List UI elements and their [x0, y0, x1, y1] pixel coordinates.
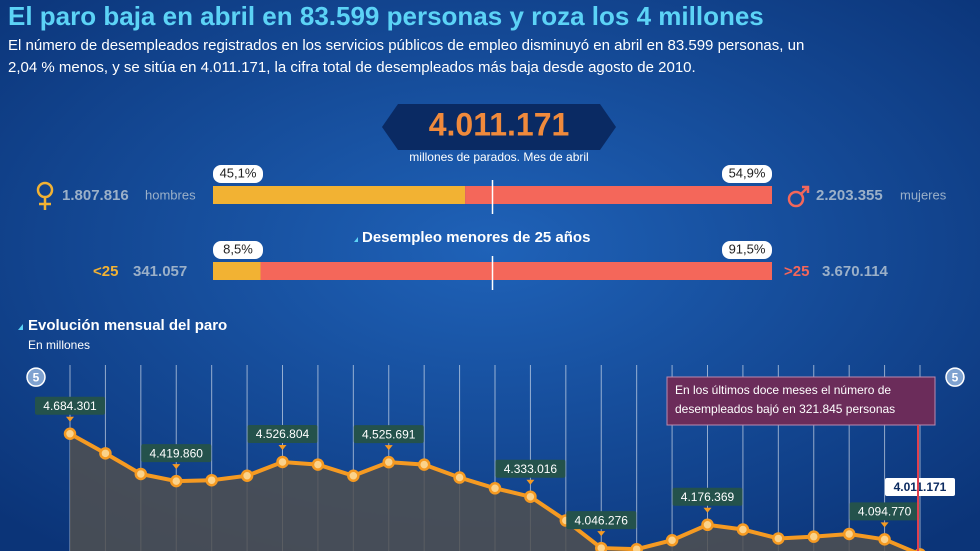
- value-label: 4.046.276: [575, 513, 629, 527]
- value-label-pointer: [384, 445, 393, 451]
- point: [276, 455, 289, 469]
- bar-right: [465, 186, 772, 204]
- chart-title: Evolución mensual del paro: [28, 317, 227, 334]
- annotation-text: En los últimos doce meses el número de: [675, 383, 891, 397]
- point: [134, 467, 148, 481]
- percent-box: [722, 165, 772, 183]
- value-label-pointer: [278, 444, 287, 450]
- value-label-pointer: [703, 507, 712, 513]
- value-label-pointer: [597, 531, 606, 537]
- count-label: hombres: [145, 187, 196, 202]
- value-label: 4.526.804: [256, 427, 310, 441]
- point: [842, 527, 856, 541]
- annotation-text: desempleados bajó en 321.845 personas: [675, 402, 895, 416]
- age-title: Desempleo menores de 25 años: [362, 229, 590, 246]
- title: El paro baja en abril en 83.599 personas…: [8, 1, 764, 31]
- y-axis-label: En millones: [28, 338, 90, 352]
- y-tick-mark: [26, 367, 46, 387]
- value-label: 4.684.301: [43, 399, 97, 413]
- value-label: 4.176.369: [681, 490, 735, 504]
- bar-right: [260, 262, 772, 280]
- age-group: <25: [93, 263, 118, 280]
- value-label-box: [495, 459, 566, 478]
- count: 341.057: [133, 263, 187, 280]
- annotation-box: [666, 376, 936, 426]
- point: [665, 533, 679, 547]
- value-label-box: [35, 396, 105, 415]
- percent-label: 8,5%: [223, 241, 253, 256]
- point: [63, 427, 77, 440]
- headline-number: 4.011.171: [429, 106, 570, 142]
- male-icon: [787, 185, 810, 208]
- value-label-box: [885, 478, 955, 496]
- value-label-pointer: [526, 479, 535, 485]
- point: [240, 469, 254, 482]
- headline-caption: millones de parados. Mes de abril: [409, 150, 588, 164]
- female-icon: [36, 181, 54, 210]
- y-tick-label: 5: [952, 370, 959, 384]
- value-label-pointer: [880, 522, 889, 528]
- value-label-box: [566, 511, 637, 530]
- age-marker: [354, 237, 358, 242]
- chart-marker: [18, 324, 23, 330]
- point: [772, 532, 785, 545]
- count-label: mujeres: [900, 187, 947, 202]
- percent-box: [213, 241, 263, 259]
- value-label: 4.333.016: [504, 462, 558, 476]
- value-label-box: [672, 487, 743, 506]
- bar-left: [213, 186, 466, 204]
- point: [488, 482, 502, 495]
- point: [99, 447, 112, 460]
- percent-box: [213, 165, 263, 183]
- percent-label: 45,1%: [220, 165, 257, 180]
- value-label-box: [849, 502, 920, 521]
- point: [347, 469, 360, 482]
- count: 2.203.355: [816, 187, 883, 204]
- value-label-box: [247, 424, 318, 443]
- age-group: >25: [784, 263, 809, 280]
- value-label-box: [353, 425, 424, 444]
- subtitle: El número de desempleados registrados en…: [8, 37, 804, 54]
- count: 1.807.816: [62, 187, 129, 204]
- point: [701, 518, 714, 532]
- point: [807, 530, 820, 543]
- headline-box: [382, 104, 616, 150]
- y-tick-mark: [945, 367, 965, 387]
- point: [453, 471, 466, 484]
- point: [878, 533, 891, 546]
- count: 3.670.114: [822, 263, 889, 280]
- value-label-pointer: [172, 464, 181, 470]
- value-label: 4.094.770: [858, 505, 912, 519]
- point: [630, 542, 643, 551]
- value-label-box: [141, 444, 212, 463]
- y-tick-label: 5: [33, 370, 40, 384]
- point: [170, 474, 183, 488]
- point: [311, 458, 325, 471]
- point: [736, 523, 750, 536]
- percent-label: 54,9%: [729, 165, 766, 180]
- value-label: 4.011.171: [894, 480, 947, 494]
- value-label: 4.525.691: [362, 427, 416, 441]
- value-label: 4.419.860: [150, 446, 204, 460]
- point: [382, 455, 395, 469]
- point: [205, 473, 218, 487]
- point: [524, 490, 537, 503]
- bar-left: [213, 262, 261, 280]
- value-label-pointer: [66, 416, 74, 422]
- subtitle: 2,04 % menos, y se sitúa en 4.011.171, l…: [8, 59, 696, 76]
- percent-label: 91,5%: [729, 241, 766, 256]
- percent-box: [722, 241, 772, 259]
- point: [417, 458, 431, 471]
- point: [595, 541, 608, 551]
